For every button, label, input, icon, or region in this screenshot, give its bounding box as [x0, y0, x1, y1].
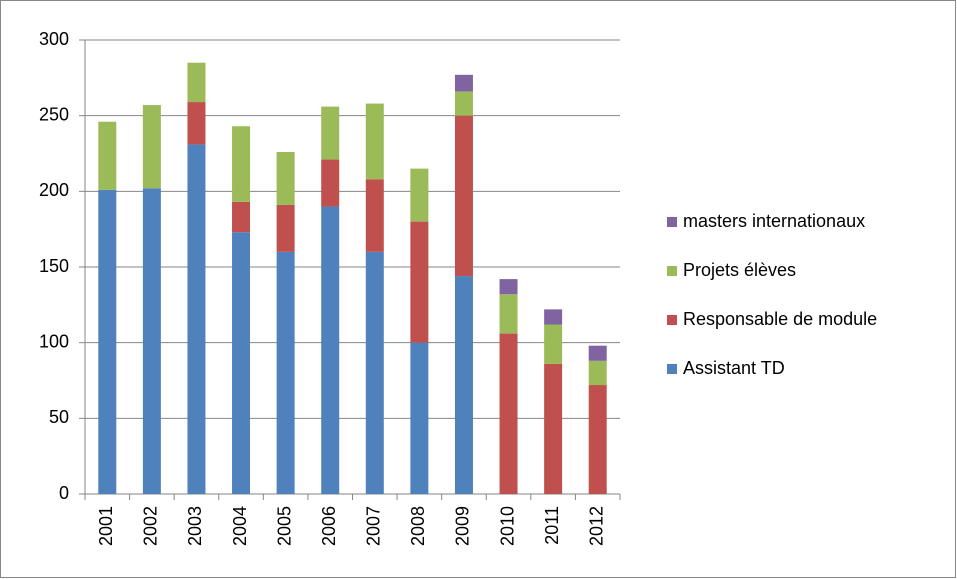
x-tick-label: 2008: [408, 506, 428, 546]
legend-label: Projets élèves: [683, 260, 796, 280]
x-tick-label: 2006: [319, 506, 339, 546]
bar-segment: [321, 206, 340, 494]
bar-segment: [410, 221, 429, 343]
bar-segment: [588, 345, 607, 361]
bar-segment: [365, 179, 384, 252]
bar-segment: [276, 204, 295, 252]
y-tick-label: 100: [39, 331, 69, 351]
bar-segment: [142, 188, 161, 494]
bar-segment: [276, 151, 295, 205]
bar-segment: [454, 115, 473, 277]
bar-segment: [232, 201, 251, 233]
y-tick-label: 50: [49, 407, 69, 427]
bar-segment: [365, 251, 384, 494]
bar-segment: [232, 126, 251, 202]
bar-segment: [187, 62, 206, 103]
bar-segment: [499, 279, 518, 295]
x-tick-label: 2012: [586, 506, 606, 546]
legend-label: Responsable de module: [683, 309, 877, 329]
x-tick-label: 2004: [230, 506, 250, 546]
y-tick-label: 250: [39, 104, 69, 124]
bar-segment: [321, 159, 340, 207]
x-tick-label: 2007: [364, 506, 384, 546]
bar-segment: [454, 74, 473, 92]
bar-segment: [588, 360, 607, 386]
bar-segment: [142, 105, 161, 189]
x-tick-label: 2003: [185, 506, 205, 546]
bar-segment: [410, 342, 429, 494]
legend-swatch: [667, 217, 677, 227]
legend-swatch: [667, 315, 677, 325]
bar-segment: [499, 294, 518, 334]
bar-segment: [454, 276, 473, 494]
bar-segment: [454, 91, 473, 116]
bar-segment: [410, 168, 429, 222]
legend-label: masters internationaux: [683, 211, 865, 231]
y-tick-label: 300: [39, 29, 69, 49]
legend-swatch: [667, 266, 677, 276]
bar-segment: [276, 251, 295, 494]
y-tick-label: 0: [59, 483, 69, 503]
bar-segment: [232, 232, 251, 494]
x-tick-label: 2002: [141, 506, 161, 546]
legend-label: Assistant TD: [683, 358, 785, 378]
bar-segment: [544, 324, 563, 364]
y-tick-label: 150: [39, 256, 69, 276]
bar-segment: [187, 144, 206, 495]
legend-swatch: [667, 364, 677, 374]
bar-segment: [187, 102, 206, 145]
bar-segment: [544, 309, 563, 325]
bar-segment: [544, 363, 563, 494]
x-tick-label: 2001: [96, 506, 116, 546]
bar-segment: [98, 189, 117, 494]
x-tick-label: 2010: [497, 506, 517, 546]
bar-segment: [365, 103, 384, 180]
x-tick-label: 2009: [453, 506, 473, 546]
y-tick-label: 200: [39, 180, 69, 200]
x-tick-label: 2011: [542, 506, 562, 545]
bar-segment: [499, 333, 518, 494]
bar-segment: [98, 121, 117, 190]
bar-segment: [588, 385, 607, 494]
bar-segment: [321, 106, 340, 160]
x-tick-label: 2005: [274, 506, 294, 546]
